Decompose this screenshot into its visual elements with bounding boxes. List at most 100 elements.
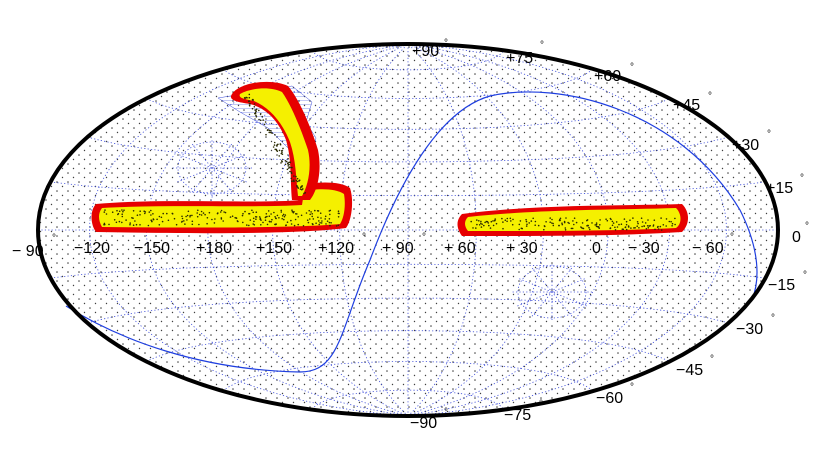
field-point	[337, 216, 340, 218]
field-point	[625, 223, 628, 226]
field-point	[320, 222, 323, 224]
lat-label-m60: −60	[596, 390, 623, 407]
field-point	[649, 224, 651, 227]
lon-label-p90: + 90	[382, 240, 414, 257]
lat-label-m30: −30	[736, 321, 763, 338]
field-point	[286, 221, 289, 223]
field-point	[634, 227, 636, 229]
field-point	[581, 222, 584, 224]
field-point	[267, 210, 270, 212]
field-point	[288, 166, 291, 168]
field-point	[139, 224, 141, 226]
field-point	[200, 214, 203, 216]
field-point	[618, 223, 620, 226]
lon-label-m30: − 30	[628, 240, 660, 257]
field-point	[537, 224, 540, 227]
field-point	[573, 223, 575, 226]
field-point	[259, 113, 262, 115]
graticule-meridian	[145, 44, 409, 416]
field-point	[115, 221, 118, 224]
field-point	[296, 180, 299, 183]
field-point	[518, 223, 521, 226]
field-point	[594, 224, 596, 226]
field-point	[324, 215, 327, 218]
field-point	[196, 212, 198, 214]
field-point	[504, 219, 507, 221]
field-point	[166, 212, 168, 215]
field-point	[328, 210, 331, 212]
field-point	[279, 143, 282, 146]
field-point	[280, 150, 283, 152]
field-point	[248, 224, 250, 227]
field-point	[559, 217, 562, 220]
field-point	[266, 223, 269, 226]
field-point	[255, 211, 258, 213]
degree-mark: °	[422, 232, 426, 243]
graticule-parallel	[50, 181, 766, 197]
field-point	[258, 109, 260, 112]
field-point	[311, 215, 314, 218]
lat-label-m75: −75	[504, 407, 531, 424]
field-point	[645, 228, 648, 230]
field-point	[511, 223, 514, 226]
field-point	[492, 220, 494, 222]
field-point	[532, 217, 534, 220]
field-point	[615, 221, 618, 223]
field-point	[318, 223, 321, 226]
field-point	[273, 141, 276, 144]
field-point	[253, 103, 256, 105]
field-point	[266, 129, 269, 131]
lat-label-p90: +90	[412, 43, 439, 60]
field-point	[495, 222, 498, 225]
graticule-meridian	[407, 44, 727, 416]
field-point	[291, 210, 294, 213]
field-point	[251, 99, 254, 101]
graticule-parallel	[87, 297, 729, 324]
degree-mark: °	[730, 232, 734, 243]
field-point	[494, 218, 497, 220]
field-point	[609, 227, 611, 230]
field-point	[118, 220, 121, 223]
field-point	[575, 221, 578, 224]
field-point	[280, 152, 283, 155]
field-point	[315, 222, 317, 224]
field-point	[274, 134, 276, 136]
lat-label-p45: +45	[673, 97, 700, 114]
field-point	[489, 227, 492, 229]
field-point	[303, 192, 305, 195]
field-point	[129, 223, 131, 226]
field-point	[309, 213, 312, 216]
field-point	[588, 226, 590, 229]
field-point	[292, 180, 295, 182]
lon-label-m90: − 90	[12, 243, 44, 260]
field-point	[248, 93, 251, 96]
field-point	[657, 228, 660, 230]
field-point	[549, 221, 551, 223]
field-point	[312, 218, 315, 220]
field-point	[183, 220, 185, 222]
field-point	[222, 220, 224, 222]
field-point	[206, 217, 209, 219]
field-point	[307, 221, 310, 224]
field-point	[326, 220, 329, 222]
field-point	[117, 212, 120, 215]
degree-mark: °	[52, 233, 56, 244]
field-point	[599, 224, 601, 226]
field-point	[568, 222, 570, 225]
field-point	[273, 144, 276, 146]
field-point	[652, 225, 655, 227]
lat-label-p15: +15	[766, 180, 793, 197]
field-point	[534, 220, 537, 223]
graticule-parallel	[222, 68, 594, 99]
field-point	[264, 219, 267, 221]
field-point	[319, 222, 321, 224]
field-point	[526, 223, 528, 226]
lat-label-p75: +75	[506, 50, 533, 67]
field-point	[627, 226, 630, 228]
field-point	[660, 229, 663, 231]
field-point	[278, 217, 280, 219]
field-point	[254, 112, 256, 115]
field-point	[287, 165, 290, 167]
field-point	[244, 97, 246, 100]
